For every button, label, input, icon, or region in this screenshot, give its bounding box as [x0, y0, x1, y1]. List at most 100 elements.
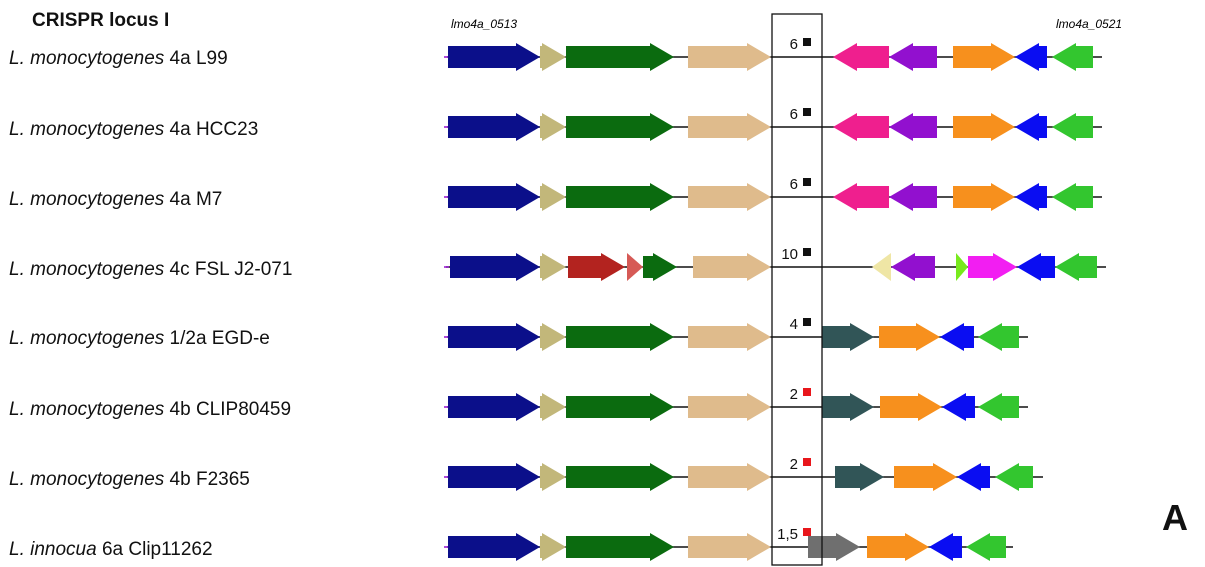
strain-name: 4c FSL J2-071 [169, 259, 293, 280]
strain-name: 4a M7 [169, 189, 223, 210]
gene-arrow-navy [448, 43, 540, 71]
gene-arrow-lime [978, 393, 1019, 421]
spacer-marker [803, 528, 811, 536]
species-name: L. monocytogenes [9, 328, 165, 349]
gene-arrow-darkgreen [566, 393, 674, 421]
species-name: L. monocytogenes [9, 399, 165, 420]
species-name: L. monocytogenes [9, 119, 165, 140]
spacer-marker [803, 38, 811, 46]
gene-arrow-blue [1015, 183, 1047, 211]
species-name: L. innocua [9, 539, 97, 560]
gene-arrow-lime [966, 533, 1006, 561]
species-name: L. monocytogenes [9, 48, 165, 69]
gene-arrow-orange [894, 463, 957, 491]
gene-arrow-pink [833, 183, 889, 211]
gene-arrow-darkgreen [566, 43, 674, 71]
species-name: L. monocytogenes [9, 259, 165, 280]
gene-row: 6 [444, 36, 1102, 71]
gene-arrow-tan [688, 183, 771, 211]
gene-arrow-tan [688, 463, 771, 491]
gene-arrow-orange [880, 393, 942, 421]
gene-arrow-blue [929, 533, 962, 561]
gene-arrow-khaki [540, 463, 566, 491]
gene-arrow-khaki [540, 253, 566, 281]
strain-label: L. monocytogenes 4a M7 [9, 189, 222, 211]
strain-label: L. monocytogenes 4b CLIP80459 [9, 399, 291, 421]
gene-arrow-darkgreen [566, 113, 674, 141]
gene-row: 10 [444, 246, 1106, 281]
gene-arrow-tan [688, 393, 771, 421]
gene-arrow-pink [833, 113, 889, 141]
gene-arrow-orange [879, 323, 940, 351]
gene-arrow-purple [891, 253, 935, 281]
gene-arrow-navy [448, 533, 540, 561]
spacer-marker [803, 458, 811, 466]
gene-arrow-darkgreen [566, 323, 674, 351]
gene-arrow-navy [450, 253, 540, 281]
spacer-count: 2 [790, 386, 798, 403]
spacer-marker [803, 248, 811, 256]
strain-label: L. monocytogenes 4a HCC23 [9, 119, 258, 141]
gene-row: 4 [444, 316, 1028, 351]
strain-name: 4a L99 [169, 48, 228, 69]
gene-row: 2 [444, 456, 1043, 491]
gene-arrow-khaki [540, 183, 566, 211]
strain-label: L. monocytogenes 4c FSL J2-071 [9, 259, 292, 281]
gene-arrow-orange [953, 113, 1015, 141]
strain-label: L. innocua 6a Clip11262 [9, 539, 213, 561]
gene-arrow-blue [942, 393, 975, 421]
gene-row: 6 [444, 106, 1102, 141]
gene-arrow-blue [1015, 113, 1047, 141]
gene-arrow-chartreuse [956, 253, 968, 281]
strain-label: L. monocytogenes 1/2a EGD-e [9, 328, 270, 350]
gene-arrow-lime [1055, 253, 1097, 281]
gene-arrow-lime [1052, 43, 1093, 71]
spacer-count: 4 [790, 316, 798, 333]
gene-arrow-orange [953, 183, 1015, 211]
gene-row: 6 [444, 176, 1102, 211]
gene-arrow-khaki [540, 113, 566, 141]
spacer-count: 6 [790, 36, 798, 53]
spacer-marker [803, 388, 811, 396]
gene-arrow-blue [1017, 253, 1055, 281]
gene-arrow-blue [957, 463, 990, 491]
gene-arrow-tan [688, 323, 771, 351]
strain-label: L. monocytogenes 4b F2365 [9, 469, 250, 491]
gene-arrow-tan [688, 43, 771, 71]
gene-row: 1,5 [444, 526, 1013, 561]
spacer-marker [803, 108, 811, 116]
gene-arrow-orange [953, 43, 1015, 71]
gene-row: 2 [444, 386, 1028, 421]
gene-arrow-gray [808, 533, 860, 561]
gene-label-right: lmo4a_0521 [1056, 17, 1122, 31]
gene-arrow-purple [889, 113, 937, 141]
gene-arrow-lime [995, 463, 1033, 491]
gene-arrow-tan [688, 533, 771, 561]
gene-arrow-darkgreen [566, 533, 674, 561]
spacer-marker [803, 178, 811, 186]
spacer-count: 6 [790, 176, 798, 193]
gene-arrow-khaki [540, 393, 566, 421]
gene-label-left: lmo4a_0513 [451, 17, 517, 31]
gene-arrow-lime [1052, 113, 1093, 141]
gene-arrow-slate [822, 393, 874, 421]
gene-arrow-khaki [540, 533, 566, 561]
gene-arrow-magenta [968, 253, 1017, 281]
species-name: L. monocytogenes [9, 189, 165, 210]
gene-arrow-darkgreen [566, 463, 674, 491]
spacer-count: 2 [790, 456, 798, 473]
spacer-count: 6 [790, 106, 798, 123]
gene-arrow-blue [1015, 43, 1047, 71]
gene-arrow-lime [978, 323, 1019, 351]
gene-arrow-khaki [540, 43, 566, 71]
gene-arrow-slate [822, 323, 874, 351]
gene-arrow-slate [835, 463, 884, 491]
gene-arrow-navy [448, 463, 540, 491]
spacer-marker [803, 318, 811, 326]
strain-name: 1/2a EGD-e [169, 328, 270, 349]
gene-arrow-navy [448, 183, 540, 211]
gene-arrow-navy [448, 113, 540, 141]
gene-arrow-purple [889, 183, 937, 211]
gene-arrow-salmon [627, 253, 643, 281]
